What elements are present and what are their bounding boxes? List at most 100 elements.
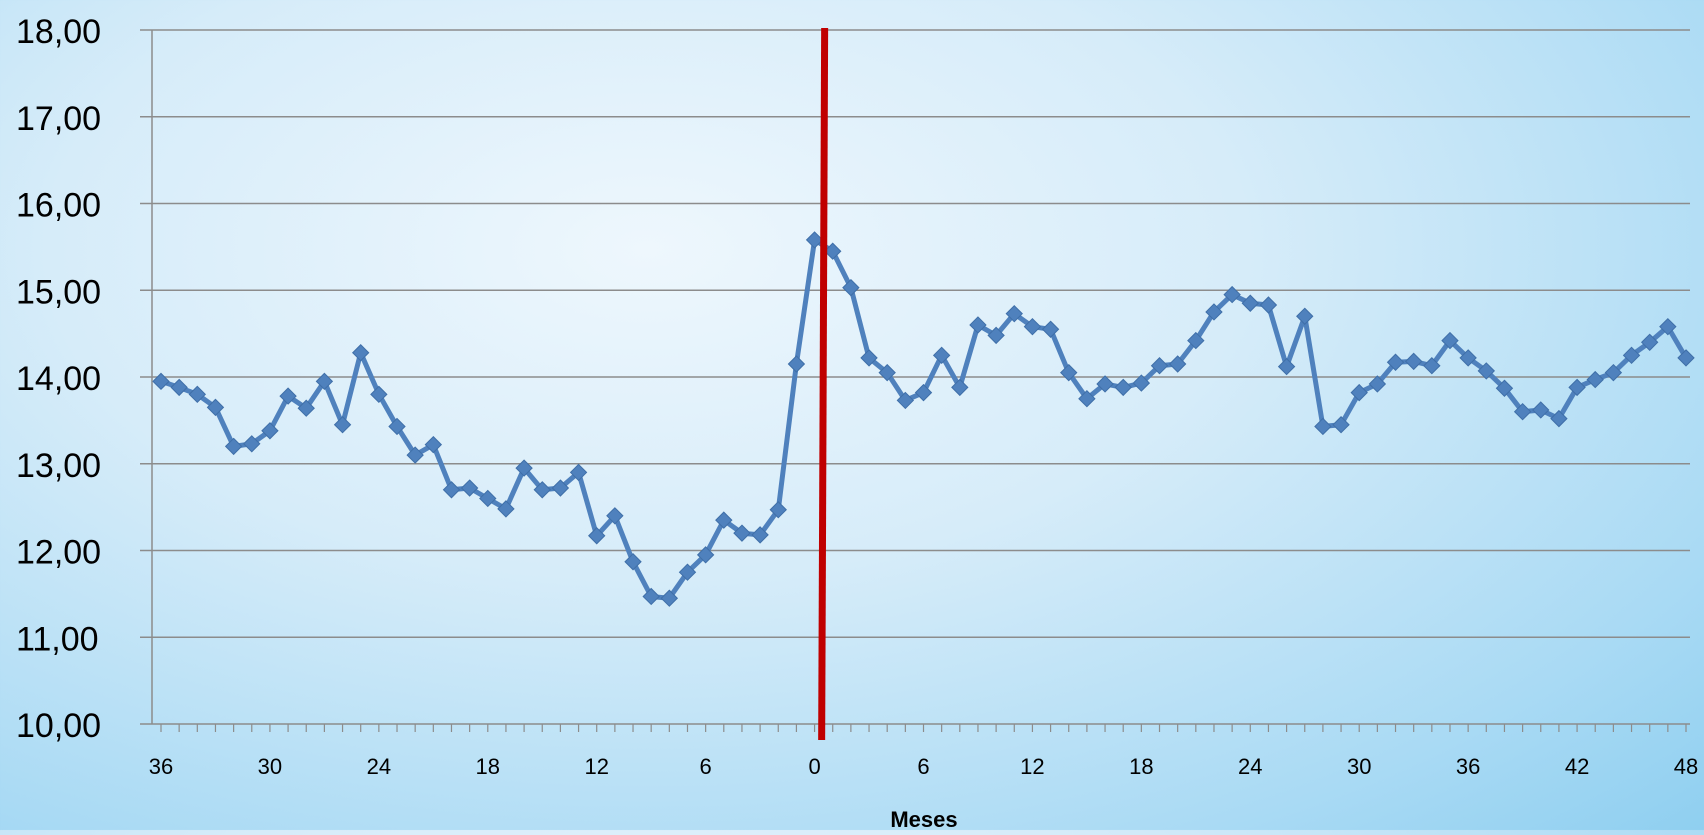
data-point — [1586, 370, 1604, 389]
data-point — [170, 378, 188, 397]
data-point — [497, 500, 515, 518]
data-point — [1060, 363, 1078, 382]
x-tick-label: 24 — [1238, 754, 1262, 779]
data-point — [1350, 383, 1368, 402]
data-point — [460, 479, 479, 497]
y-tick-label: 15,00 — [16, 273, 101, 311]
data-point — [733, 524, 751, 542]
data-point — [1132, 374, 1151, 392]
data-point — [824, 242, 842, 260]
data-point — [1114, 378, 1132, 397]
x-tick-label: 0 — [808, 754, 820, 779]
data-point — [606, 507, 624, 525]
y-tick-label: 10,00 — [16, 707, 101, 745]
data-point — [1441, 331, 1459, 350]
data-point — [224, 437, 243, 456]
x-tick-label: 30 — [258, 754, 282, 779]
data-point — [152, 372, 170, 391]
data-point — [569, 463, 588, 482]
data-point — [1241, 294, 1259, 312]
data-point — [642, 587, 660, 606]
y-tick-label: 11,00 — [16, 620, 99, 658]
data-point — [987, 326, 1005, 345]
data-point — [1477, 362, 1496, 380]
data-point — [1023, 317, 1042, 336]
x-tick-label: 42 — [1565, 754, 1589, 779]
x-tick-label: 12 — [584, 754, 608, 779]
data-point — [1604, 363, 1623, 382]
data-point — [479, 489, 497, 508]
data-point — [1568, 378, 1586, 397]
data-point — [787, 355, 806, 373]
data-point — [424, 435, 443, 454]
x-axis-title: Meses — [890, 807, 957, 830]
data-point — [769, 501, 787, 519]
axes — [151, 30, 1687, 732]
data-point — [333, 416, 352, 434]
data-point — [279, 387, 297, 405]
data-point — [1041, 320, 1060, 338]
data-point — [315, 372, 334, 391]
y-tick-label: 18,00 — [16, 13, 101, 51]
data-point — [932, 346, 951, 365]
x-tick-label: 36 — [1456, 754, 1480, 779]
data-point — [1659, 317, 1677, 336]
data-point — [878, 363, 896, 382]
data-point — [442, 481, 461, 499]
data-point — [1332, 416, 1350, 434]
data-point — [533, 481, 551, 499]
data-point — [370, 385, 388, 404]
data-point — [660, 589, 679, 607]
data-point — [678, 563, 697, 581]
data-point — [1223, 285, 1241, 304]
data-point — [696, 546, 715, 564]
data-point — [1259, 296, 1278, 314]
data-point — [842, 278, 860, 297]
data-point — [751, 526, 769, 544]
data-point — [351, 344, 370, 362]
x-tick-label: 30 — [1347, 754, 1371, 779]
data-point — [261, 422, 279, 440]
data-point — [805, 231, 824, 249]
data-point — [1513, 402, 1532, 421]
data-point — [1078, 389, 1096, 408]
y-tick-label: 17,00 — [16, 100, 101, 138]
y-tick-label: 12,00 — [16, 534, 101, 572]
x-tick-label: 18 — [476, 754, 500, 779]
series-line — [160, 237, 1689, 601]
axis-labels: 10,00 11,00 12,00 13,00 14,00 15,00 16,00 17,00… — [16, 13, 1698, 832]
y-tick-label: 16,00 — [16, 187, 101, 225]
data-point — [1622, 346, 1641, 365]
data-point — [1314, 417, 1332, 436]
data-point — [515, 459, 533, 477]
x-tick-label: 6 — [917, 754, 929, 779]
data-point — [914, 383, 933, 402]
data-point — [1550, 409, 1568, 428]
data-point — [551, 479, 570, 497]
series-layer — [152, 231, 1695, 607]
data-point — [715, 511, 733, 529]
data-point — [1005, 304, 1023, 323]
x-tick-label: 6 — [700, 754, 712, 779]
data-point — [188, 385, 207, 404]
grid-lines — [140, 29, 1690, 725]
data-point — [1096, 375, 1114, 393]
data-point — [1677, 349, 1695, 367]
data-point — [243, 435, 261, 453]
data-point — [860, 349, 878, 367]
data-point — [1187, 331, 1205, 350]
data-point — [406, 446, 424, 464]
data-point — [1368, 375, 1387, 393]
data-point — [1404, 352, 1423, 371]
data-point — [1459, 349, 1477, 367]
data-point — [624, 553, 642, 571]
data-point — [896, 391, 915, 410]
data-point — [1277, 357, 1296, 376]
data-point — [206, 398, 225, 417]
y-tick-label: 14,00 — [16, 360, 101, 398]
data-point — [388, 417, 406, 436]
x-tick-label: 18 — [1129, 754, 1153, 779]
event-marker-layer — [818, 27, 829, 741]
